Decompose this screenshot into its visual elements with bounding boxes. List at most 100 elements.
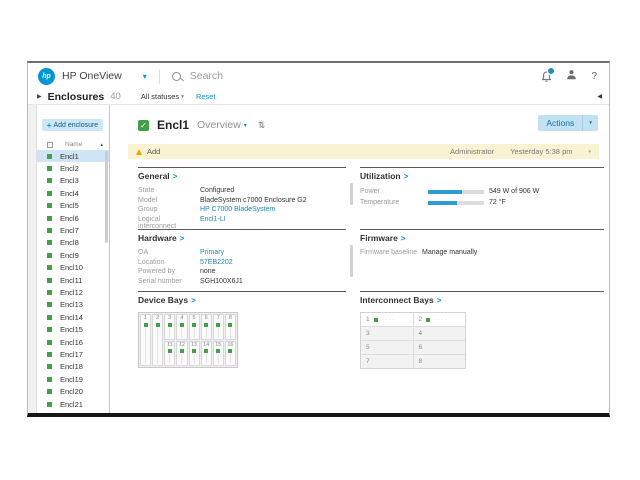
status-ok-icon xyxy=(179,349,184,353)
device-bay-3[interactable]: 3 xyxy=(164,314,176,340)
section-title: Device Bays xyxy=(138,295,189,305)
field-label: Logical interconnect xyxy=(138,215,177,230)
notifications-button[interactable] xyxy=(541,67,556,82)
device-bay-4[interactable]: 4 xyxy=(176,314,188,340)
sidebar-item-encl21[interactable]: Encl21 xyxy=(37,398,109,410)
section-utilization-header[interactable]: Utilization > xyxy=(360,168,604,181)
interconnect-bay-8[interactable]: 8 xyxy=(412,355,466,368)
device-bay-15[interactable]: 15 xyxy=(212,340,224,366)
sidebar-item-encl11[interactable]: Encl11 xyxy=(37,274,109,286)
section-device-bays-header[interactable]: Device Bays > xyxy=(138,292,346,305)
blade-handle xyxy=(157,327,159,364)
status-ok-icon xyxy=(47,314,52,320)
search-input[interactable] xyxy=(187,69,492,83)
status-ok-icon xyxy=(192,349,197,353)
sidebar-item-encl12[interactable]: Encl12 xyxy=(37,286,109,298)
device-bay-13[interactable]: 13 xyxy=(188,340,200,366)
sidebar-item-encl9[interactable]: Encl9 xyxy=(37,249,109,261)
device-bay-12[interactable]: 12 xyxy=(176,340,188,366)
device-bay-8[interactable]: 8 xyxy=(224,314,236,340)
sidebar-item-encl8[interactable]: Encl8 xyxy=(37,237,109,249)
status-column-icon xyxy=(47,141,53,148)
sidebar-scrollbar[interactable] xyxy=(105,151,108,243)
blade-handle xyxy=(181,327,183,338)
collapse-panel-icon[interactable]: ◀ xyxy=(597,94,602,100)
field-value[interactable]: Primary xyxy=(200,249,225,256)
notification-badge xyxy=(547,67,556,75)
device-bay-1[interactable]: 1 xyxy=(140,314,152,366)
field-value[interactable]: 57EB2202 xyxy=(200,258,233,266)
chevron-down-icon[interactable]: ▾ xyxy=(142,71,147,81)
status-ok-icon: ✓ xyxy=(138,119,149,131)
scrollbar-thumb[interactable] xyxy=(350,183,353,205)
field-value: none xyxy=(200,268,216,275)
device-bay-6[interactable]: 6 xyxy=(200,314,212,340)
user-menu-button[interactable] xyxy=(566,67,577,85)
sidebar-item-encl7[interactable]: Encl7 xyxy=(37,224,109,236)
detail-panel: ✓ Encl1 Overview ▾ ⇅ Actions ▾ Add Admin… xyxy=(110,105,609,413)
device-bay-16[interactable]: 16 xyxy=(224,340,236,366)
sidebar-item-encl17[interactable]: Encl17 xyxy=(37,348,109,360)
status-ok-icon xyxy=(47,240,52,246)
reset-filter-link[interactable]: Reset xyxy=(195,92,216,101)
divider xyxy=(158,68,160,84)
sidebar-item-encl3[interactable]: Encl3 xyxy=(37,175,109,187)
status-ok-icon xyxy=(47,277,52,283)
add-enclosure-button[interactable]: + Add enclosure xyxy=(42,119,103,131)
interconnect-bay-1[interactable]: 1 ···· xyxy=(361,313,413,326)
sidebar-item-encl19[interactable]: Encl19 xyxy=(37,373,109,385)
sidebar-item-encl20[interactable]: Encl20 xyxy=(37,385,109,397)
sidebar-item-label: Encl6 xyxy=(60,213,79,223)
sidebar-item-encl16[interactable]: Encl16 xyxy=(37,336,109,348)
field-value[interactable]: HP C7000 BladeSystem xyxy=(200,206,276,213)
sidebar-item-encl18[interactable]: Encl18 xyxy=(37,361,109,373)
device-bay-column: 8 16 xyxy=(224,314,236,366)
interconnect-bay-6[interactable]: 6 xyxy=(412,341,466,354)
device-bay-2[interactable]: 2 xyxy=(152,314,164,366)
interconnect-bay-7[interactable]: 7 xyxy=(361,355,413,368)
section-interconnect-bays-header[interactable]: Interconnect Bays > xyxy=(360,292,604,305)
sidebar-item-encl15[interactable]: Encl15 xyxy=(37,323,109,335)
actions-button[interactable]: Actions ▾ xyxy=(538,115,598,131)
device-bay-11[interactable]: 11 xyxy=(164,340,176,366)
section-hardware-header[interactable]: Hardware > xyxy=(138,230,346,243)
field-label: Firmware baseline xyxy=(360,249,418,256)
field-label: Temperature xyxy=(360,199,400,206)
status-ok-icon xyxy=(47,166,52,172)
sidebar-item-encl4[interactable]: Encl4 xyxy=(37,187,109,199)
section-general-header[interactable]: General > xyxy=(138,168,346,181)
sidebar-item-encl6[interactable]: Encl6 xyxy=(37,212,109,224)
field-value[interactable]: Encl1-LI xyxy=(200,215,226,223)
sidebar-item-encl13[interactable]: Encl13 xyxy=(37,299,109,311)
interconnect-bay-2[interactable]: 2 ···· xyxy=(412,313,466,326)
field-row: Group HP C7000 BladeSystem xyxy=(138,206,346,213)
activity-banner[interactable]: Add Administrator Yesterday 5:38 pm ▾ xyxy=(128,144,599,159)
interconnect-bay-4[interactable]: 4 xyxy=(412,327,466,340)
related-items-icon[interactable]: ⇅ xyxy=(257,119,266,130)
view-selector[interactable]: Overview ▾ xyxy=(197,119,247,131)
status-ok-icon xyxy=(204,349,209,353)
sidebar-item-encl5[interactable]: Encl5 xyxy=(37,200,109,212)
status-filter-dropdown[interactable]: All statuses ▾ xyxy=(141,92,184,101)
filter-bar: ▶ Enclosures 40 All statuses ▾ Reset ◀ xyxy=(28,89,609,105)
sort-asc-icon[interactable]: ▲ xyxy=(99,142,104,147)
field-label: Model xyxy=(138,196,158,204)
sidebar-item-encl2[interactable]: Encl2 xyxy=(37,162,109,174)
interconnect-bay-5[interactable]: 5 xyxy=(361,341,413,354)
sidebar-item-encl1[interactable]: Encl1 xyxy=(37,150,109,163)
device-bay-7[interactable]: 7 xyxy=(212,314,224,340)
sidebar-item-encl10[interactable]: Encl10 xyxy=(37,262,109,274)
kv-firmware: Firmware baseline Manage manually xyxy=(360,249,604,256)
sidebar-item-encl14[interactable]: Encl14 xyxy=(37,311,109,323)
device-bay-14[interactable]: 14 xyxy=(200,340,212,366)
sidebar-item-label: Encl10 xyxy=(60,263,83,273)
device-bay-5[interactable]: 5 xyxy=(188,314,200,340)
interconnect-bay-3[interactable]: 3 xyxy=(361,327,413,340)
scrollbar-thumb[interactable] xyxy=(350,245,353,277)
expand-menu-icon[interactable]: ▶ xyxy=(37,94,42,100)
section-firmware-header[interactable]: Firmware > xyxy=(360,230,604,243)
name-column-header[interactable]: Name xyxy=(65,141,83,148)
help-button[interactable]: ? xyxy=(591,70,597,82)
status-ok-icon xyxy=(47,289,52,295)
bay-number: 1 xyxy=(366,316,370,323)
